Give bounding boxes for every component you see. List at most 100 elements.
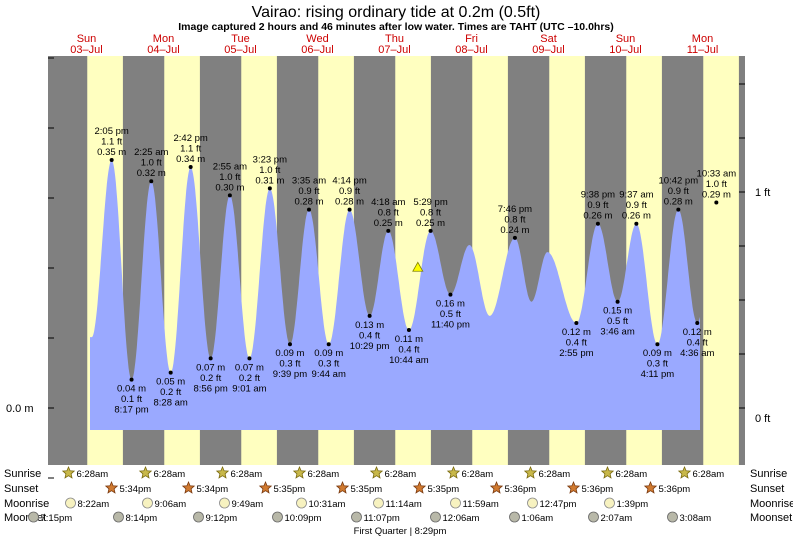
extreme-label: 10:44 am [389, 355, 429, 366]
extreme-label: 2:25 am [134, 147, 168, 158]
day-label-dow: Wed [306, 33, 328, 45]
moonset-icon [351, 511, 362, 523]
sunrise-time: 6:28am [308, 469, 340, 480]
day-label-date: 09–Jul [532, 44, 564, 56]
astro-row-label-right: Sunrise [750, 468, 787, 480]
moonset-time: 8:14pm [126, 513, 158, 524]
extreme-label: 0.12 m [562, 327, 591, 338]
extreme-label: 0.09 m [643, 348, 672, 359]
sunrise-icon [292, 465, 307, 479]
extreme-point [109, 157, 114, 162]
day-label-date: 11–Jul [687, 44, 719, 56]
extreme-label: 8:28 am [154, 398, 188, 409]
extreme-label: 10:29 pm [350, 341, 390, 352]
extreme-point [326, 342, 331, 347]
extreme-point [306, 207, 311, 212]
extreme-point [615, 299, 620, 304]
extreme-label: 0.13 m [355, 320, 384, 331]
sunset-icon [181, 480, 196, 494]
extreme-label: 0.09 m [314, 348, 343, 359]
extreme-point [208, 356, 213, 361]
sunrise-time: 6:28am [154, 469, 186, 480]
moonset-time: 1:06am [522, 513, 554, 524]
moonrise-time: 9:49am [232, 499, 264, 510]
extreme-point [227, 193, 232, 198]
day-label-dow: Sun [77, 33, 97, 45]
extreme-point [247, 356, 252, 361]
extreme-label: 0.11 m [395, 334, 423, 345]
extreme-label: 0.05 m [156, 377, 185, 388]
sunrise-icon [138, 465, 153, 479]
extreme-label: 2:55 pm [559, 348, 593, 359]
moonset-icon [193, 511, 204, 523]
sunrise-time: 6:28am [77, 469, 109, 480]
extreme-label: 0.34 m [176, 154, 205, 165]
extreme-label: 0.9 ft [668, 186, 689, 197]
astro-row-label-right: Moonset [750, 512, 792, 524]
extreme-label: 0.31 m [255, 175, 284, 186]
sunrise-time: 6:28am [616, 469, 648, 480]
astro-row-label-right: Sunset [750, 483, 784, 495]
day-label-dow: Thu [385, 33, 404, 45]
extreme-label: 10:42 pm [659, 176, 699, 187]
y-axis-label-left: 0.0 m [6, 403, 34, 415]
extreme-label: 1.1 ft [101, 136, 122, 147]
extreme-label: 0.28 m [335, 197, 364, 208]
extreme-label: 0.9 ft [339, 186, 360, 197]
extreme-label: 9:38 pm [581, 190, 615, 201]
moonrise-time: 10:31am [309, 499, 346, 510]
extreme-point [287, 342, 292, 347]
sunset-icon [566, 480, 581, 494]
extreme-label: 0.04 m [117, 384, 146, 395]
extreme-label: 0.28 m [294, 197, 323, 208]
moonset-icon [430, 511, 441, 523]
extreme-label: 0.9 ft [587, 200, 608, 211]
moonrise-icon [527, 497, 538, 509]
moonrise-icon [142, 497, 153, 509]
day-label-date: 03–Jul [70, 44, 102, 56]
moonset-icon [28, 511, 39, 523]
sunset-icon [489, 480, 504, 494]
chart-title: Vairao: rising ordinary tide at 0.2m (0.… [252, 4, 541, 21]
sunset-time: 5:35pm [428, 484, 460, 495]
moonrise-icon [450, 497, 461, 509]
day-label-date: 06–Jul [301, 44, 333, 56]
moonrise-icon [296, 497, 307, 509]
extreme-label: 0.09 m [275, 348, 304, 359]
extreme-label: 8:17 pm [114, 405, 148, 416]
extreme-point [188, 165, 193, 170]
sunrise-time: 6:28am [693, 469, 725, 480]
moonrise-icon [219, 497, 230, 509]
moonrise-time: 11:59am [463, 499, 499, 510]
sunrise-icon [446, 465, 461, 479]
sunrise-icon [523, 465, 538, 479]
moonset-time: 12:06am [443, 513, 480, 524]
extreme-label: 4:18 am [371, 197, 405, 208]
tide-extremes: 2:05 pm1.1 ft0.35 m0.04 m0.1 ft8:17 pm2:… [95, 126, 737, 416]
extreme-point [428, 228, 433, 233]
extreme-label: 3:35 am [292, 176, 326, 187]
extreme-label: 5:29 pm [413, 197, 447, 208]
extreme-point [655, 342, 660, 347]
extreme-label: 9:39 pm [273, 369, 307, 380]
sunset-time: 5:36pm [582, 484, 614, 495]
sunset-icon [643, 480, 658, 494]
extreme-label: 0.8 ft [378, 207, 399, 218]
extreme-label: 0.25 m [374, 218, 403, 229]
sunset-icon [412, 480, 427, 494]
extreme-label: 0.4 ft [687, 337, 708, 348]
astro-row-label-left: Sunset [4, 483, 38, 495]
extreme-label: 0.4 ft [359, 330, 380, 341]
moonset-time: 10:09pm [285, 513, 322, 524]
extreme-label: 0.4 ft [398, 345, 419, 356]
extreme-label: 1.0 ft [141, 158, 162, 169]
sunrise-time: 6:28am [385, 469, 417, 480]
extreme-label: 0.12 m [683, 327, 712, 338]
extreme-label: 9:37 am [619, 190, 653, 201]
sunset-time: 5:35pm [351, 484, 383, 495]
extreme-label: 0.3 ft [318, 359, 339, 370]
moon-phase: First Quarter | 8:29pm [354, 526, 447, 537]
extreme-label: 2:42 pm [173, 133, 207, 144]
day-label-date: 10–Jul [609, 44, 641, 56]
